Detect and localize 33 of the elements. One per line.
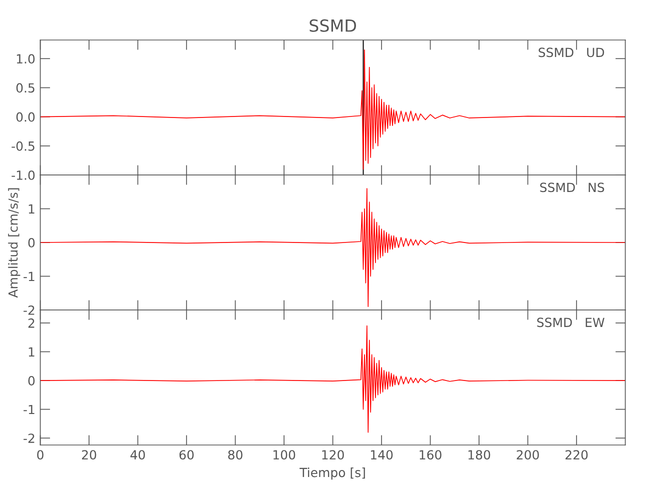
x-tick-label: 160 [420,450,442,460]
x-tick-label: 20 [82,450,96,460]
y-tick-label: 0.0 [16,112,35,122]
y-tick-label: -2 [24,305,34,315]
y-tick-label: -1 [24,404,34,414]
y-tick-label: -0.5 [12,141,34,151]
y-tick-label: 0 [28,238,35,248]
y-tick-label: 2 [28,318,34,328]
annotation: SSMD NS [540,182,604,192]
y-tick-label: -2 [24,434,34,443]
y-tick-label: -1 [24,272,34,281]
x-tick-label: 200 [516,450,539,460]
line-series [40,49,626,170]
x-axis-title: Tiempo [s] [300,468,365,480]
y-tick-label: 1.0 [16,54,35,64]
chart-title: SSMD [310,19,356,32]
annotation: SSMD UD [538,48,604,58]
y-axis-title: Amplitud [cm/s/s] [8,188,20,298]
x-tick-label: 0 [37,450,44,460]
y-tick-label: 0 [28,376,35,386]
x-tick-label: 100 [273,450,296,460]
x-tick-label: 220 [566,450,588,460]
y-tick-label: 1 [28,347,34,356]
y-tick-label: -1.0 [12,170,35,180]
x-tick-label: 80 [228,450,242,460]
x-tick-label: 120 [322,450,344,460]
y-tick-label: 0.5 [16,83,34,93]
annotation: SSMD EW [537,318,604,328]
x-tick-label: 180 [468,450,490,460]
x-tick-label: 140 [370,450,393,460]
x-tick-label: 60 [179,450,194,460]
y-tick-label: 1 [28,204,34,214]
x-tick-label: 40 [130,450,145,460]
